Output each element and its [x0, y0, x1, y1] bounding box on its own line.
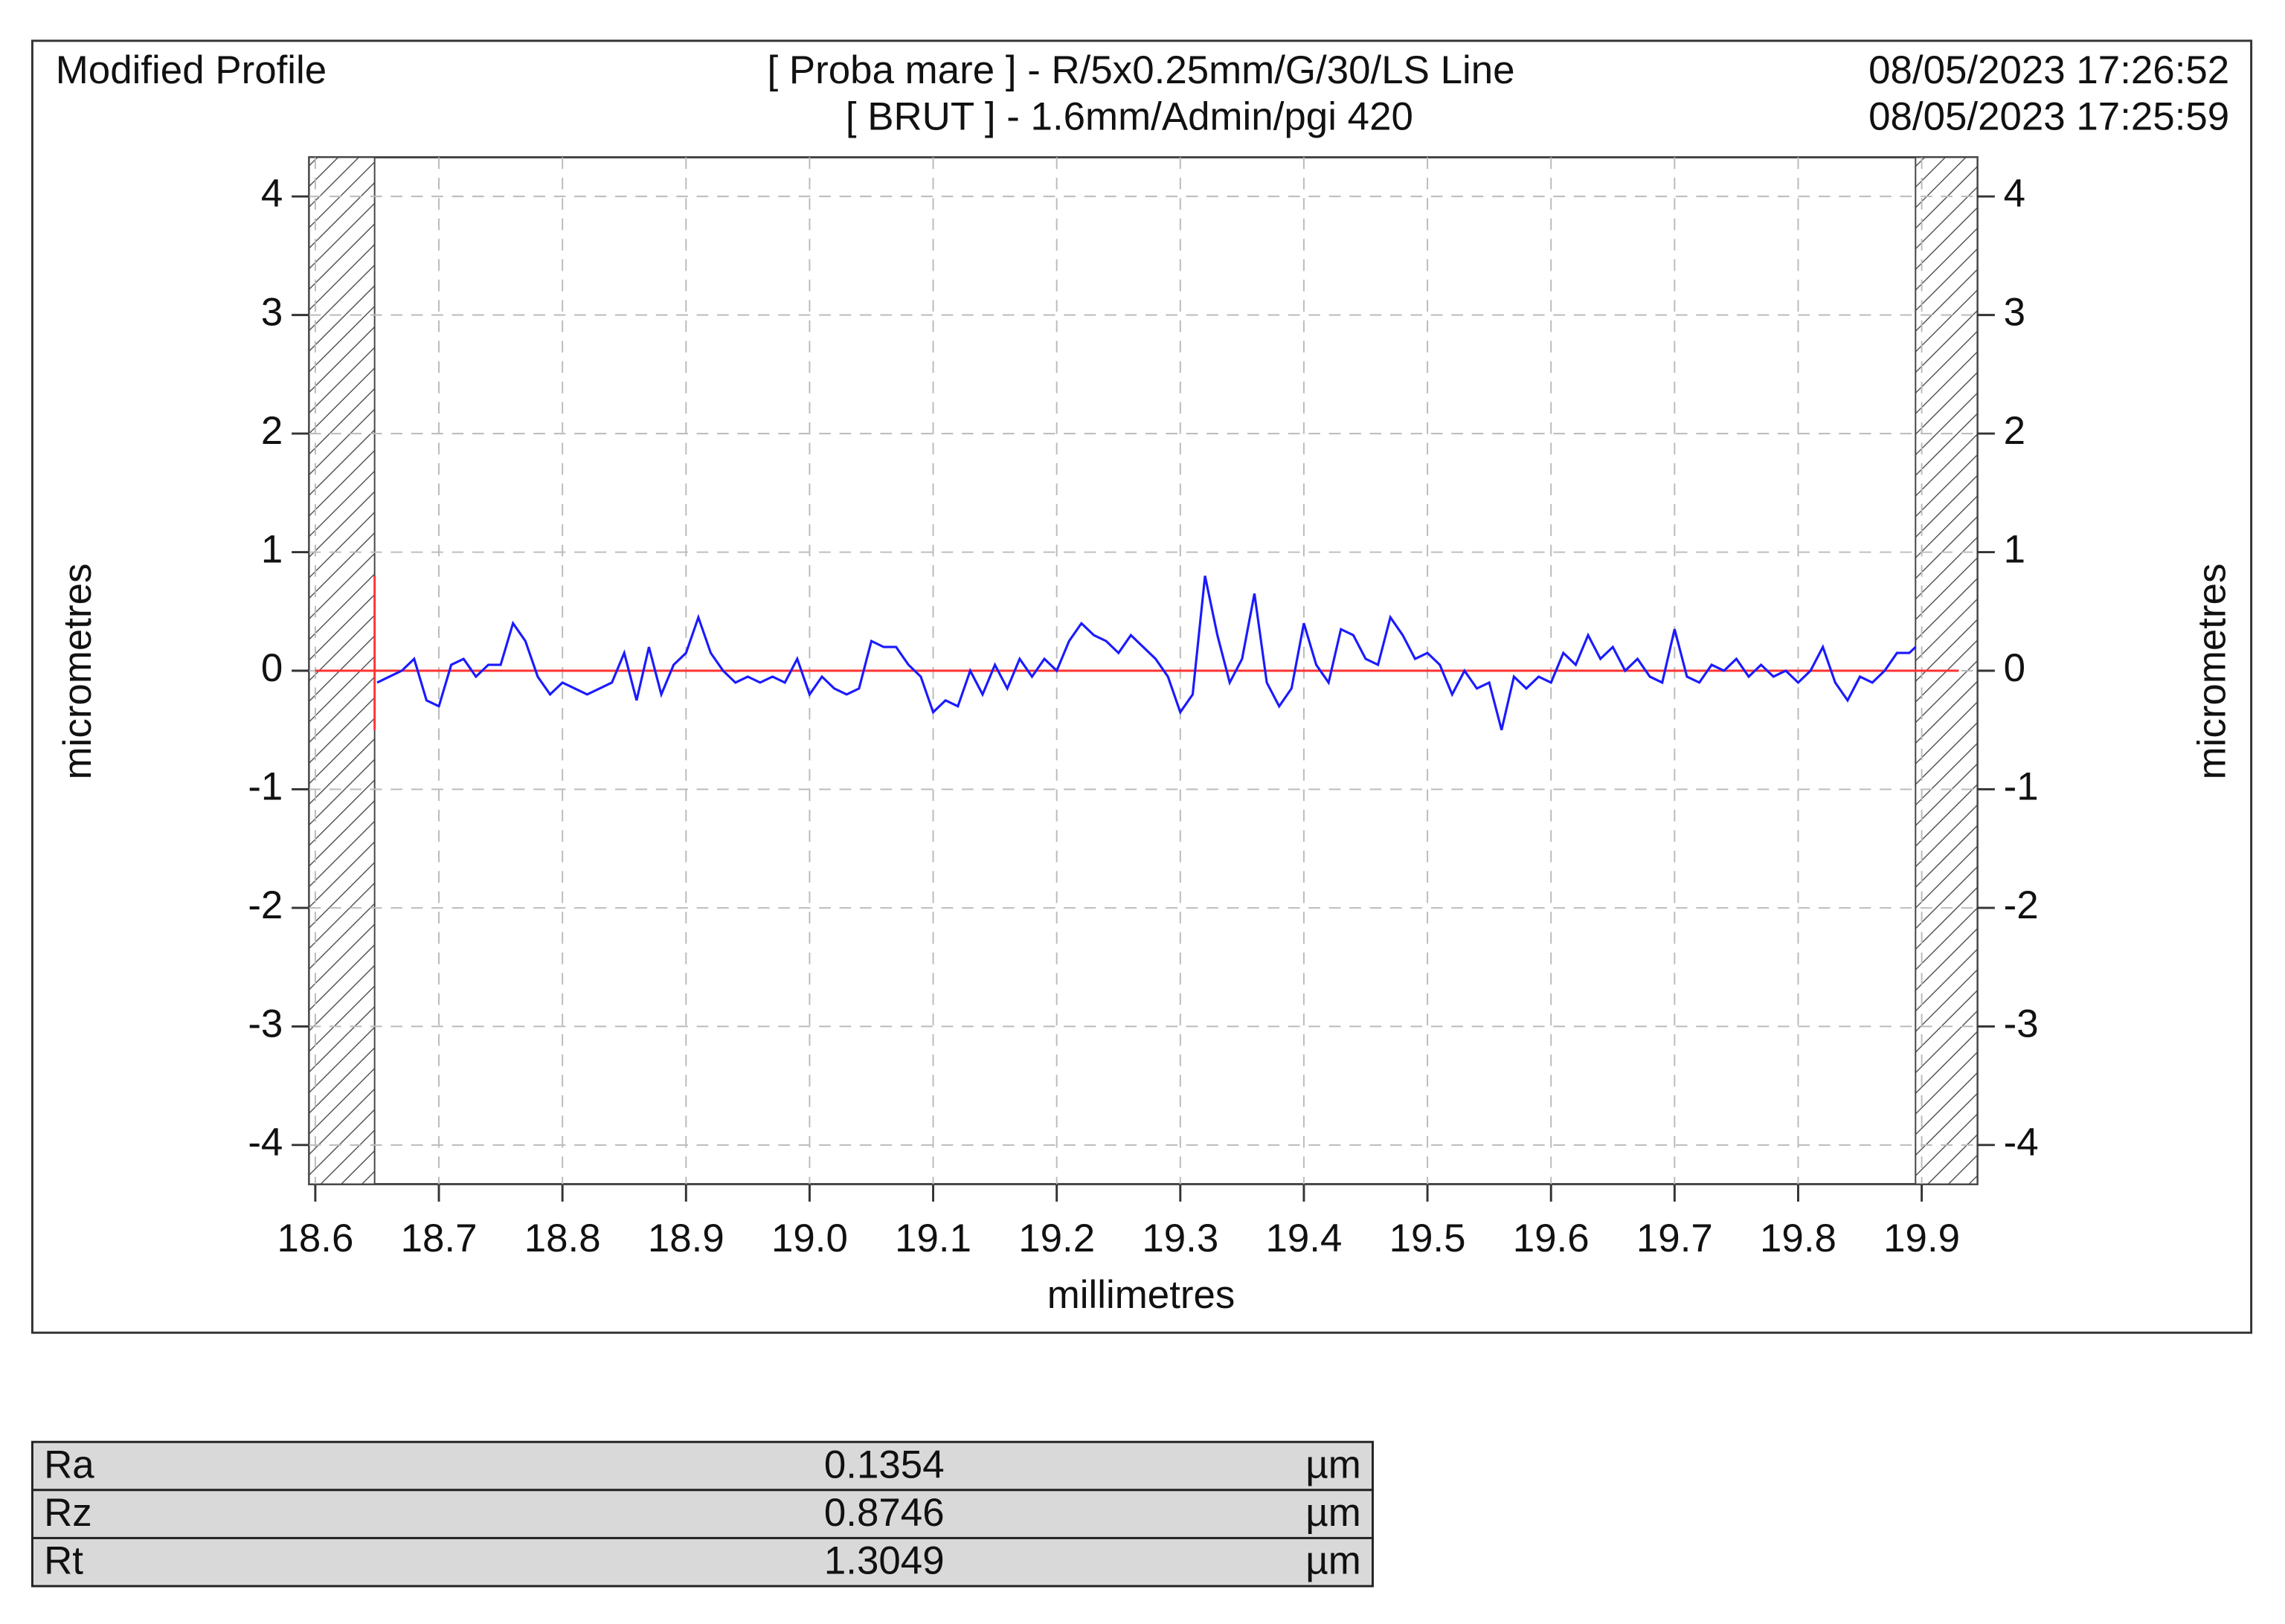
y-tick-label: 3 [261, 291, 283, 335]
y-tick-label: -2 [248, 883, 283, 927]
date: 08/05/2023 17:26:52 [1868, 48, 2229, 92]
y2-tick-label: -4 [2004, 1121, 2039, 1164]
table-cell: 0.1354 [824, 1443, 945, 1486]
y-tick-label: -1 [248, 764, 283, 808]
x-tick-label: 18.8 [524, 1217, 601, 1260]
y2-tick-label: 2 [2004, 409, 2025, 453]
table-cell: Rt [44, 1539, 83, 1583]
x-tick-label: 18.7 [401, 1217, 478, 1260]
subtitle: [ Proba mare ] - R/5x0.25mm/G/30/LS Line [768, 48, 1515, 92]
x-tick-label: 19.7 [1636, 1217, 1713, 1260]
table-cell: Ra [44, 1443, 94, 1486]
date: 08/05/2023 17:25:59 [1868, 95, 2229, 139]
table-row [30, 1536, 1374, 1588]
x-tick-label: 19.2 [1018, 1217, 1095, 1260]
y-tick-label: -3 [248, 1002, 283, 1045]
x-tick-label: 19.0 [771, 1217, 848, 1260]
chart-title: Modified Profile [56, 48, 327, 92]
table-cell: Rz [44, 1491, 92, 1535]
table-cell: 1.3049 [824, 1539, 945, 1583]
table-cell: µm [1305, 1539, 1361, 1583]
x-axis-label: millimetres [1047, 1273, 1235, 1317]
x-tick-label: 18.9 [648, 1217, 724, 1260]
x-tick-label: 19.3 [1142, 1217, 1218, 1260]
results-table: Ra 0.1354 µm Rz 0.8746 µm Rt 1.3049 µm [30, 1440, 1374, 1588]
y2-tick-label: 3 [2004, 291, 2025, 335]
y-tick-label: 4 [261, 172, 283, 216]
y-tick-label: -4 [248, 1121, 283, 1164]
profile-line [376, 576, 1917, 731]
x-tick-label: 19.1 [895, 1217, 971, 1260]
x-tick-label: 19.5 [1389, 1217, 1466, 1260]
table-row [30, 1440, 1374, 1492]
x-tick-label: 19.8 [1760, 1217, 1836, 1260]
x-tick-label: 19.9 [1883, 1217, 1960, 1260]
y2-tick-label: 4 [2004, 172, 2025, 216]
y-tick-label: 2 [261, 409, 283, 453]
y2-tick-label: 0 [2004, 646, 2025, 690]
table-cell: 0.8746 [824, 1491, 945, 1535]
x-tick-label: 18.6 [277, 1217, 353, 1260]
x-tick-label: 19.6 [1513, 1217, 1590, 1260]
y2-tick-label: -1 [2004, 764, 2039, 808]
y2-tick-label: -3 [2004, 1002, 2039, 1045]
table-cell: µm [1305, 1491, 1361, 1535]
y2-tick-label: 1 [2004, 528, 2025, 572]
y-tick-label: 0 [261, 646, 283, 690]
subtitle: [ BRUT ] - 1.6mm/Admin/pgi 420 [846, 95, 1413, 139]
y2-tick-label: -2 [2004, 883, 2039, 927]
y2-axis-label: micrometres [2191, 564, 2234, 780]
x-tick-label: 19.4 [1265, 1217, 1342, 1260]
table-row [30, 1489, 1374, 1539]
y-axis-label: micrometres [56, 564, 100, 780]
table-cell: µm [1305, 1443, 1361, 1486]
y-tick-label: 1 [261, 528, 283, 572]
